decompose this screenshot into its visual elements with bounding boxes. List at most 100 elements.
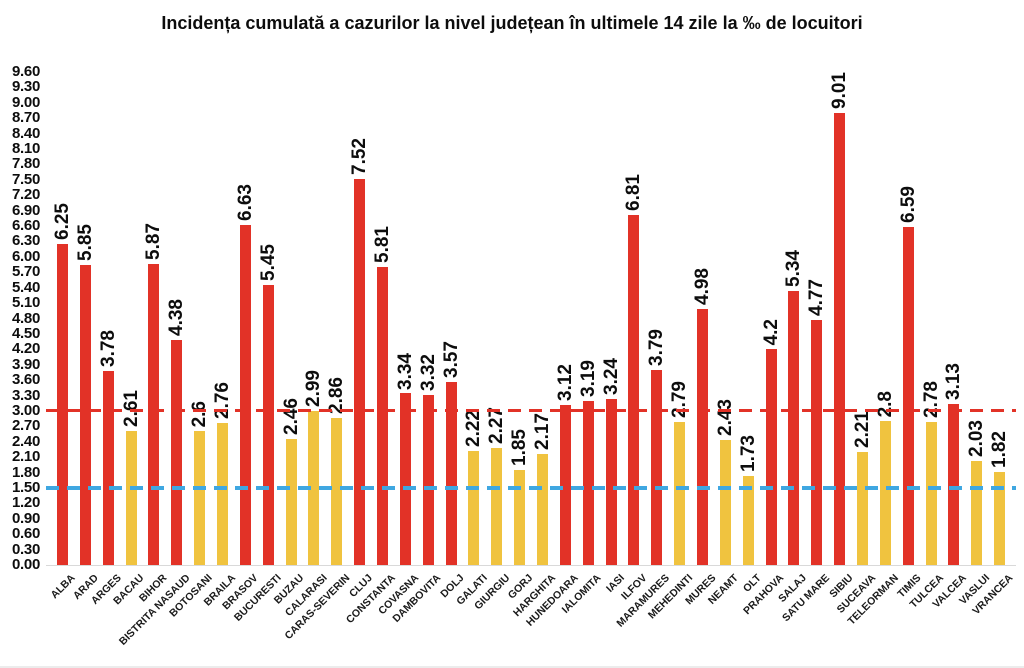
bar-group-giurgiu: 2.27 xyxy=(485,72,508,565)
bar-group-braila: 2.76 xyxy=(211,72,234,565)
bar-group-brasov: 6.63 xyxy=(234,72,257,565)
y-tick-label: 9.30 xyxy=(12,78,40,96)
bar xyxy=(399,393,411,565)
bar xyxy=(285,438,297,565)
bar-value-label: 2.76 xyxy=(211,382,233,420)
y-tick-label: 9.60 xyxy=(12,63,40,80)
y-tick-label: 6.30 xyxy=(12,232,40,250)
y-tick-label: 0.30 xyxy=(12,540,40,558)
y-tick-label: 8.70 xyxy=(12,109,40,127)
bar-value-label: 5.81 xyxy=(371,225,393,263)
bar xyxy=(331,418,343,565)
bar-value-label: 3.19 xyxy=(577,360,599,398)
bar xyxy=(422,394,434,565)
bar xyxy=(582,401,594,565)
bar xyxy=(696,309,708,565)
bar xyxy=(857,451,868,565)
y-tick-label: 7.50 xyxy=(12,170,40,188)
y-tick-label: 6.00 xyxy=(12,247,40,265)
y-tick-label: 6.90 xyxy=(12,201,40,219)
bar-value-label: 3.78 xyxy=(97,329,119,367)
bar-value-label: 5.45 xyxy=(257,244,279,282)
bar-value-label: 1.82 xyxy=(989,430,1011,468)
bar-value-label: 4.38 xyxy=(166,299,188,337)
bar-value-label: 2.27 xyxy=(486,407,508,445)
bar-group-vrancea: 1.82 xyxy=(988,72,1011,565)
bar xyxy=(79,264,91,565)
y-tick-label: 8.10 xyxy=(12,140,40,158)
y-tick-label: 9.00 xyxy=(12,93,40,111)
x-axis-line xyxy=(46,565,1016,566)
bar-group-iasi: 3.24 xyxy=(600,72,623,565)
y-tick-label: 5.70 xyxy=(12,263,40,281)
bar-value-label: 4.2 xyxy=(760,318,782,346)
bar-group-galati: 2.22 xyxy=(462,72,485,565)
bar-value-label: 5.34 xyxy=(783,249,805,287)
bar-group-neamt: 2.43 xyxy=(714,72,737,565)
y-tick-label: 4.20 xyxy=(12,340,40,358)
bar xyxy=(879,421,891,565)
bar-group-tulcea: 2.78 xyxy=(920,72,943,565)
bar xyxy=(102,370,114,565)
bar-group-vaslui: 2.03 xyxy=(965,72,988,565)
bar-group-bucuresti: 5.45 xyxy=(257,72,280,565)
bar-group-mehedinti: 2.79 xyxy=(668,72,691,565)
bar xyxy=(765,349,777,565)
bar-group-dambovita: 3.32 xyxy=(417,72,440,565)
y-tick-label: 1.80 xyxy=(12,463,40,481)
bar xyxy=(994,471,1006,565)
bar-group-salaj: 5.34 xyxy=(783,72,806,565)
bar xyxy=(171,340,183,565)
y-tick-label: 0.00 xyxy=(12,556,40,573)
bar-value-label: 6.59 xyxy=(897,185,919,223)
bar xyxy=(354,178,366,565)
bar-value-label: 5.85 xyxy=(74,223,96,261)
y-tick-label: 1.50 xyxy=(12,478,40,496)
bar xyxy=(811,320,823,565)
bar-value-label: 9.01 xyxy=(829,72,851,109)
bar-group-suceava: 2.21 xyxy=(851,72,874,565)
bar xyxy=(719,440,731,565)
y-tick-label: 7.80 xyxy=(12,155,40,173)
bar xyxy=(902,226,914,565)
bar-value-label: 7.52 xyxy=(349,137,371,175)
bar-group-arad: 5.85 xyxy=(74,72,97,565)
bar-value-label: 3.34 xyxy=(394,352,416,390)
bar xyxy=(536,453,548,565)
bar-group-satu-mare: 4.77 xyxy=(805,72,828,565)
bar xyxy=(742,476,754,565)
bar-value-label: 2.99 xyxy=(303,370,325,408)
bar-value-label: 2.8 xyxy=(874,390,896,418)
bar xyxy=(559,404,571,565)
bar xyxy=(125,430,137,565)
bar-value-label: 4.77 xyxy=(806,279,828,317)
bar-group-calarasi: 2.99 xyxy=(302,72,325,565)
bar xyxy=(56,244,68,565)
y-tick-label: 7.20 xyxy=(12,186,40,204)
bar-value-label: 6.81 xyxy=(623,174,645,212)
bar-group-buzau: 2.46 xyxy=(280,72,303,565)
bar xyxy=(925,422,937,565)
bar-value-label: 1.73 xyxy=(737,435,759,473)
bar-group-dolj: 3.57 xyxy=(440,72,463,565)
bar-value-label: 2.17 xyxy=(531,412,553,450)
y-tick-label: 0.90 xyxy=(12,509,40,527)
bar-group-timis: 6.59 xyxy=(897,72,920,565)
bar xyxy=(262,285,274,565)
y-tick-label: 4.80 xyxy=(12,309,40,327)
bar-value-label: 6.25 xyxy=(51,203,73,241)
bar-group-alba: 6.25 xyxy=(51,72,74,565)
bar xyxy=(514,470,526,565)
bar-value-label: 4.98 xyxy=(691,268,713,306)
bar-group-mures: 4.98 xyxy=(691,72,714,565)
y-tick-label: 2.40 xyxy=(12,432,40,450)
bar xyxy=(445,381,457,565)
y-tick-label: 6.60 xyxy=(12,217,40,235)
y-tick-label: 3.90 xyxy=(12,355,40,373)
bar xyxy=(216,423,228,565)
bars-area: 6.255.85 3.782.615.87 4.38 2.62.76 6.63 5.45 2… xyxy=(51,72,1011,565)
bar-value-label: 2.22 xyxy=(463,410,485,447)
y-tick-label: 3.60 xyxy=(12,371,40,389)
bar-value-label: 3.12 xyxy=(554,363,576,401)
bar xyxy=(948,404,960,565)
